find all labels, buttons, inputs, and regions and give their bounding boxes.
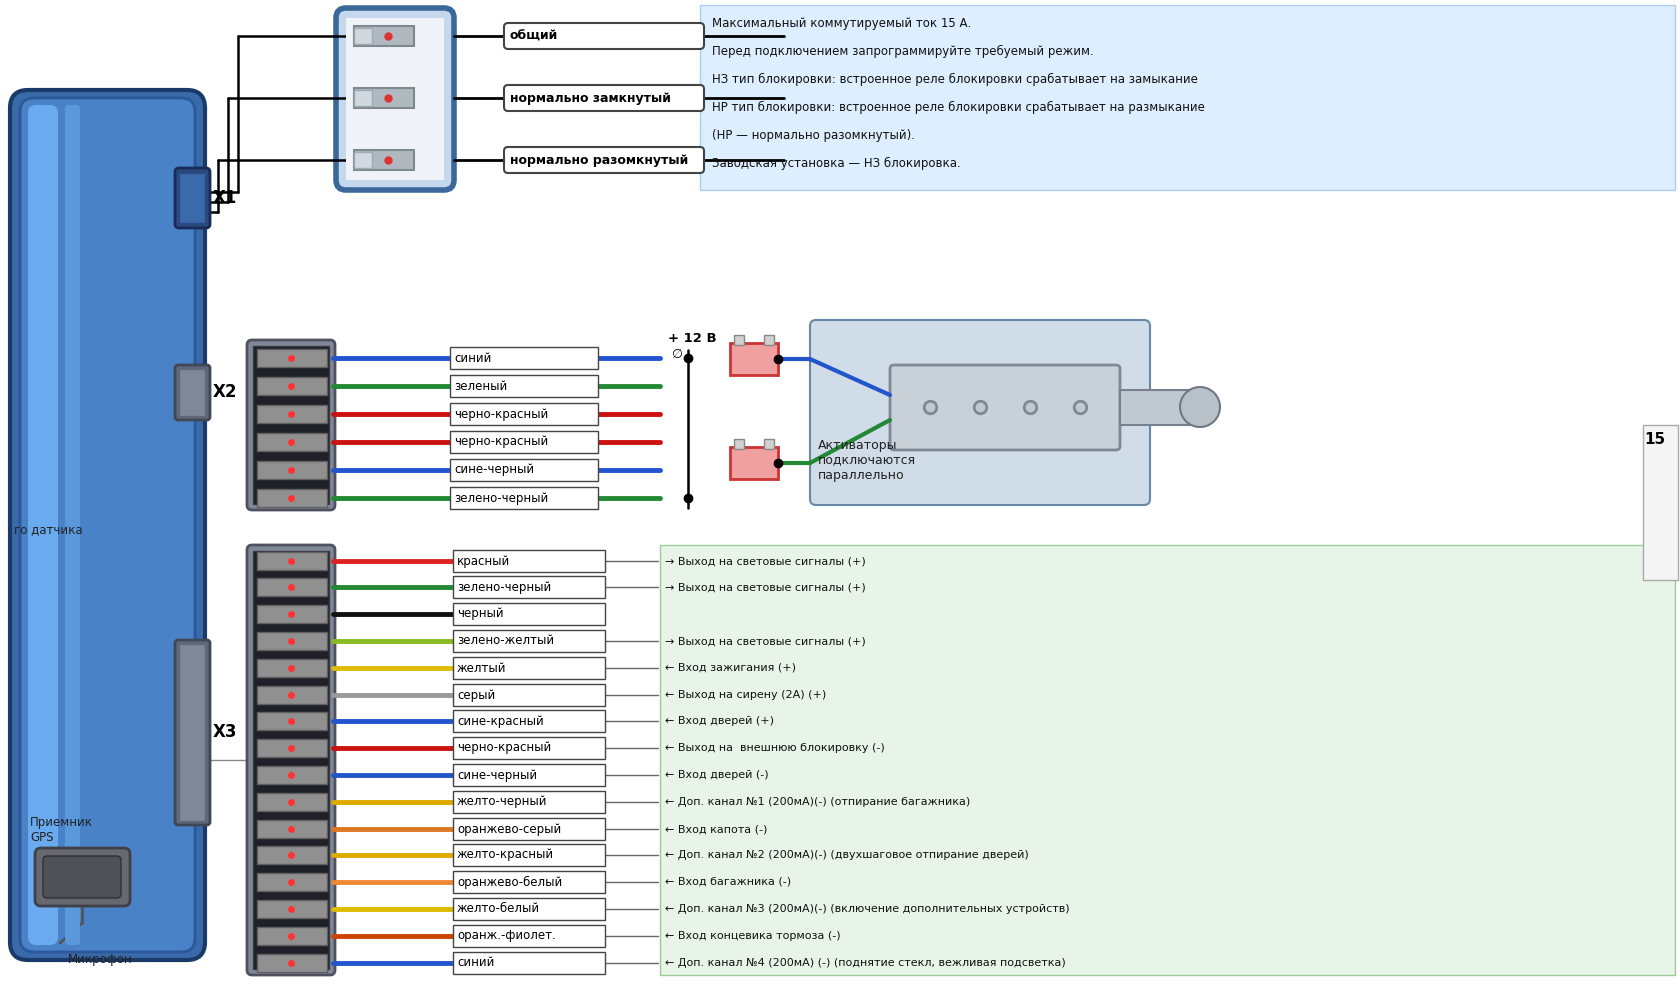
FancyBboxPatch shape (1119, 390, 1200, 425)
FancyBboxPatch shape (452, 871, 605, 893)
FancyBboxPatch shape (729, 447, 778, 479)
FancyBboxPatch shape (734, 439, 744, 449)
Text: Активаторы
подключаются
параллельно: Активаторы подключаются параллельно (818, 439, 916, 482)
Text: нормально замкнутый: нормально замкнутый (509, 92, 670, 105)
FancyBboxPatch shape (450, 375, 598, 397)
FancyBboxPatch shape (729, 343, 778, 375)
Text: Перед подключением запрограммируйте требуемый режим.: Перед подключением запрограммируйте треб… (712, 44, 1094, 57)
FancyBboxPatch shape (44, 856, 121, 898)
FancyBboxPatch shape (452, 710, 605, 732)
Text: ← Вход капота (-): ← Вход капота (-) (665, 824, 766, 834)
Text: ← Выход на сирену (2А) (+): ← Выход на сирену (2А) (+) (665, 690, 827, 700)
FancyBboxPatch shape (178, 173, 205, 223)
Text: ← Выход на  внешнюю блокировку (-): ← Выход на внешнюю блокировку (-) (665, 743, 884, 753)
FancyBboxPatch shape (452, 818, 605, 840)
Text: ∅: ∅ (670, 347, 682, 360)
Text: ← Вход зажигания (+): ← Вход зажигания (+) (665, 663, 796, 673)
Text: синий: синий (454, 351, 491, 364)
Text: НЗ тип блокировки: встроенное реле блокировки срабатывает на замыкание: НЗ тип блокировки: встроенное реле блоки… (712, 72, 1198, 86)
Text: желто-белый: желто-белый (457, 902, 539, 915)
Text: черно-красный: черно-красный (457, 741, 551, 754)
FancyBboxPatch shape (178, 369, 205, 416)
FancyBboxPatch shape (257, 766, 328, 784)
Text: НР тип блокировки: встроенное реле блокировки срабатывает на размыкание: НР тип блокировки: встроенное реле блоки… (712, 101, 1205, 114)
FancyBboxPatch shape (257, 820, 328, 838)
Text: → Выход на световые сигналы (+): → Выход на световые сигналы (+) (665, 636, 865, 646)
FancyBboxPatch shape (257, 686, 328, 704)
FancyBboxPatch shape (29, 105, 59, 945)
Text: Заводская установка — НЗ блокировка.: Заводская установка — НЗ блокировка. (712, 157, 961, 170)
FancyBboxPatch shape (257, 632, 328, 650)
Text: ← Доп. канал №1 (200мА)(-) (отпирание багажника): ← Доп. канал №1 (200мА)(-) (отпирание ба… (665, 797, 969, 807)
FancyBboxPatch shape (810, 320, 1149, 505)
Text: X2: X2 (213, 383, 237, 401)
FancyBboxPatch shape (175, 640, 210, 825)
Text: 10 А: 10 А (741, 458, 766, 468)
Text: зелено-черный: зелено-черный (457, 580, 551, 594)
FancyBboxPatch shape (247, 340, 334, 510)
FancyBboxPatch shape (10, 90, 205, 960)
FancyBboxPatch shape (257, 846, 328, 864)
Text: общий: общий (509, 29, 558, 42)
Text: желто-черный: желто-черный (457, 796, 548, 809)
Text: черно-красный: черно-красный (454, 436, 548, 449)
FancyBboxPatch shape (504, 147, 704, 173)
Text: сине-черный: сине-черный (457, 769, 538, 782)
Text: ← Вход дверей (+): ← Вход дверей (+) (665, 716, 773, 726)
FancyBboxPatch shape (504, 85, 704, 111)
FancyBboxPatch shape (257, 954, 328, 972)
FancyBboxPatch shape (452, 576, 605, 598)
Text: го датчика: го датчика (13, 523, 82, 536)
Text: Максимальный коммутируемый ток 15 А.: Максимальный коммутируемый ток 15 А. (712, 16, 971, 29)
Text: оранж.-фиолет.: оранж.-фиолет. (457, 930, 556, 943)
FancyBboxPatch shape (257, 578, 328, 596)
Text: сине-черный: сине-черный (454, 464, 534, 477)
Text: серый: серый (457, 688, 496, 701)
FancyBboxPatch shape (450, 403, 598, 425)
FancyBboxPatch shape (257, 489, 328, 507)
Text: оранжево-белый: оранжево-белый (457, 875, 561, 888)
FancyBboxPatch shape (175, 365, 210, 420)
FancyBboxPatch shape (257, 377, 328, 395)
FancyBboxPatch shape (257, 552, 328, 570)
FancyBboxPatch shape (452, 764, 605, 786)
FancyBboxPatch shape (247, 545, 334, 975)
FancyBboxPatch shape (257, 461, 328, 479)
FancyBboxPatch shape (257, 900, 328, 918)
FancyBboxPatch shape (452, 791, 605, 813)
Text: зелено-черный: зелено-черный (454, 492, 548, 504)
FancyBboxPatch shape (257, 793, 328, 811)
FancyBboxPatch shape (35, 848, 129, 906)
FancyBboxPatch shape (257, 659, 328, 677)
FancyBboxPatch shape (257, 873, 328, 891)
FancyBboxPatch shape (763, 439, 773, 449)
FancyBboxPatch shape (257, 349, 328, 367)
FancyBboxPatch shape (354, 26, 413, 46)
FancyBboxPatch shape (452, 684, 605, 706)
FancyBboxPatch shape (504, 23, 704, 49)
Text: черно-красный: черно-красный (454, 407, 548, 421)
Text: X1: X1 (213, 189, 237, 207)
FancyBboxPatch shape (66, 105, 81, 945)
Text: Микрофон: Микрофон (67, 954, 133, 967)
FancyBboxPatch shape (336, 8, 454, 190)
FancyBboxPatch shape (452, 630, 605, 652)
Text: → Выход на световые сигналы (+): → Выход на световые сигналы (+) (665, 556, 865, 566)
FancyBboxPatch shape (450, 487, 598, 509)
Text: зелено-желтый: зелено-желтый (457, 635, 554, 648)
FancyBboxPatch shape (452, 925, 605, 947)
FancyBboxPatch shape (354, 88, 413, 108)
FancyBboxPatch shape (257, 927, 328, 945)
Circle shape (1179, 387, 1220, 427)
FancyBboxPatch shape (889, 365, 1119, 450)
FancyBboxPatch shape (1641, 425, 1677, 580)
FancyBboxPatch shape (254, 346, 329, 504)
Text: 15: 15 (1643, 433, 1665, 448)
FancyBboxPatch shape (257, 405, 328, 423)
Text: желто-красный: желто-красный (457, 848, 554, 861)
FancyBboxPatch shape (354, 28, 371, 44)
FancyBboxPatch shape (354, 90, 371, 106)
FancyBboxPatch shape (452, 844, 605, 866)
FancyBboxPatch shape (450, 459, 598, 481)
